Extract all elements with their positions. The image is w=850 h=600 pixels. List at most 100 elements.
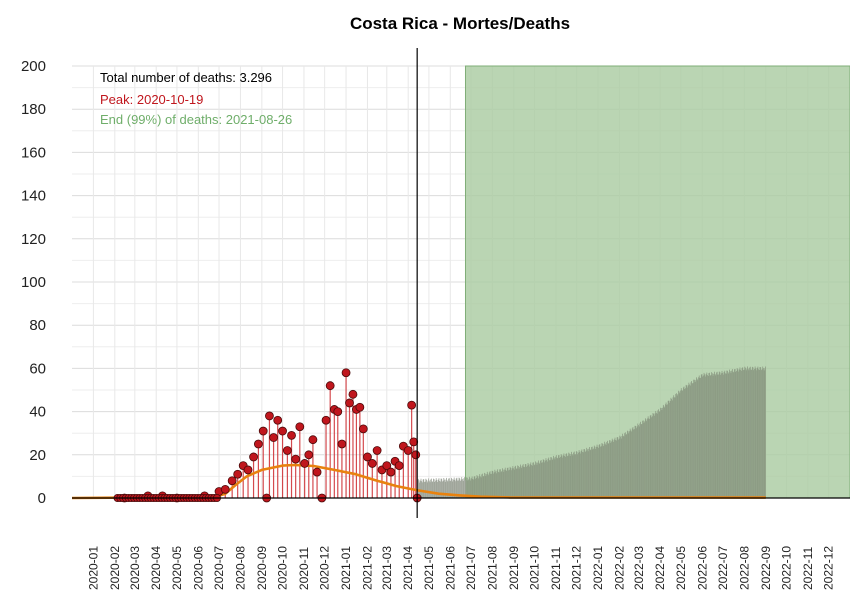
projection-bar bbox=[512, 466, 514, 498]
x-tick-label: 2021-08 bbox=[485, 546, 499, 590]
chart-title: Costa Rica - Mortes/Deaths bbox=[349, 14, 571, 33]
projection-bar bbox=[612, 440, 614, 498]
projection-bar bbox=[480, 477, 482, 498]
projection-bar bbox=[630, 430, 632, 498]
projection-bar bbox=[481, 474, 483, 498]
observed-point bbox=[269, 433, 278, 442]
x-tick-label: 2022-05 bbox=[674, 546, 688, 590]
x-tick-label: 2022-12 bbox=[822, 546, 836, 590]
projection-bar bbox=[527, 462, 529, 498]
projection-bar bbox=[582, 452, 584, 498]
projection-bar bbox=[423, 479, 425, 498]
projection-bar bbox=[464, 477, 465, 498]
projection-bar bbox=[531, 465, 533, 498]
x-tick-label: 2020-07 bbox=[212, 546, 226, 590]
projection-bar bbox=[722, 372, 724, 498]
projection-bar bbox=[486, 474, 487, 498]
projection-bar bbox=[444, 479, 445, 498]
observed-point bbox=[295, 422, 305, 432]
projection-bar bbox=[440, 478, 442, 498]
projection-bar bbox=[633, 429, 635, 498]
projection-bar bbox=[574, 454, 576, 498]
projection-bar bbox=[475, 478, 477, 498]
projection-bar bbox=[551, 457, 552, 498]
projection-bar bbox=[528, 466, 530, 498]
projection-bar bbox=[504, 467, 506, 498]
projection-bar bbox=[601, 443, 603, 498]
projection-bar bbox=[444, 481, 446, 498]
projection-bar bbox=[549, 460, 550, 498]
projection-bar bbox=[449, 481, 451, 498]
projection-bar bbox=[540, 460, 542, 498]
projection-bar bbox=[734, 369, 736, 498]
projection-bar bbox=[756, 367, 758, 498]
observed-point bbox=[411, 450, 421, 460]
projection-bar bbox=[721, 370, 723, 498]
projection-bar bbox=[470, 480, 472, 498]
x-tick-label: 2021-05 bbox=[422, 546, 436, 590]
x-tick-label: 2020-05 bbox=[170, 546, 184, 590]
projection-bar bbox=[657, 410, 659, 498]
projection-bar bbox=[598, 444, 600, 498]
projection-bar bbox=[662, 404, 664, 498]
projection-bar bbox=[553, 455, 554, 498]
projection-bar bbox=[718, 374, 719, 498]
projection-bar bbox=[550, 457, 552, 498]
projection-bar bbox=[438, 478, 440, 498]
projection-bar bbox=[636, 426, 638, 498]
projection-bar bbox=[642, 420, 644, 498]
projection-bar bbox=[716, 372, 717, 498]
projection-bar bbox=[629, 431, 630, 498]
projection-bar bbox=[500, 472, 502, 498]
projection-bar bbox=[534, 464, 536, 498]
projection-bar bbox=[758, 369, 759, 498]
projection-bar bbox=[673, 397, 675, 498]
projection-bar bbox=[559, 457, 561, 498]
observed-point bbox=[345, 398, 354, 408]
projection-bar bbox=[651, 417, 652, 498]
projection-bar bbox=[428, 480, 430, 498]
projection-bar bbox=[640, 421, 641, 498]
projection-bar bbox=[498, 472, 500, 498]
observed-point bbox=[363, 452, 372, 462]
projection-bar bbox=[691, 383, 693, 498]
projection-bar bbox=[682, 390, 684, 498]
projection-bar bbox=[486, 471, 488, 498]
projection-bar bbox=[482, 476, 484, 498]
x-tick-label: 2020-03 bbox=[128, 546, 142, 590]
projection-bar bbox=[638, 426, 640, 498]
observed-point bbox=[333, 407, 343, 417]
projection-bar bbox=[504, 469, 505, 498]
projection-bar bbox=[723, 371, 725, 498]
observed-stems-layer bbox=[147, 372, 417, 498]
observed-point bbox=[300, 459, 310, 468]
x-tick-label: 2021-06 bbox=[443, 546, 457, 590]
projection-bar bbox=[426, 482, 428, 498]
projection-bar bbox=[670, 397, 672, 498]
projection-bar bbox=[436, 480, 438, 498]
projection-bar bbox=[671, 400, 673, 498]
observed-point bbox=[367, 459, 377, 468]
projection-bar bbox=[631, 428, 633, 498]
projection-bar bbox=[693, 379, 695, 498]
projection-bar bbox=[497, 469, 499, 498]
projection-bar bbox=[460, 479, 462, 498]
y-tick-label: 200 bbox=[21, 58, 46, 75]
projection-bar bbox=[417, 478, 419, 498]
projection-bar bbox=[511, 468, 513, 498]
x-tick-label: 2022-11 bbox=[801, 547, 815, 590]
projection-bar bbox=[593, 445, 595, 498]
observed-points-layer bbox=[113, 368, 422, 503]
projection-bar bbox=[702, 375, 704, 498]
projection-bar bbox=[502, 469, 504, 498]
projection-bar bbox=[752, 367, 754, 498]
projection-bar bbox=[535, 461, 537, 498]
projection-bars-layer bbox=[417, 366, 766, 498]
observed-point bbox=[287, 430, 296, 440]
projection-bar bbox=[700, 377, 701, 498]
x-tick-label: 2022-01 bbox=[591, 546, 605, 590]
projection-bar bbox=[556, 457, 558, 498]
projection-bar bbox=[428, 478, 430, 498]
projection-bar bbox=[716, 371, 718, 498]
projection-bar bbox=[661, 410, 663, 498]
